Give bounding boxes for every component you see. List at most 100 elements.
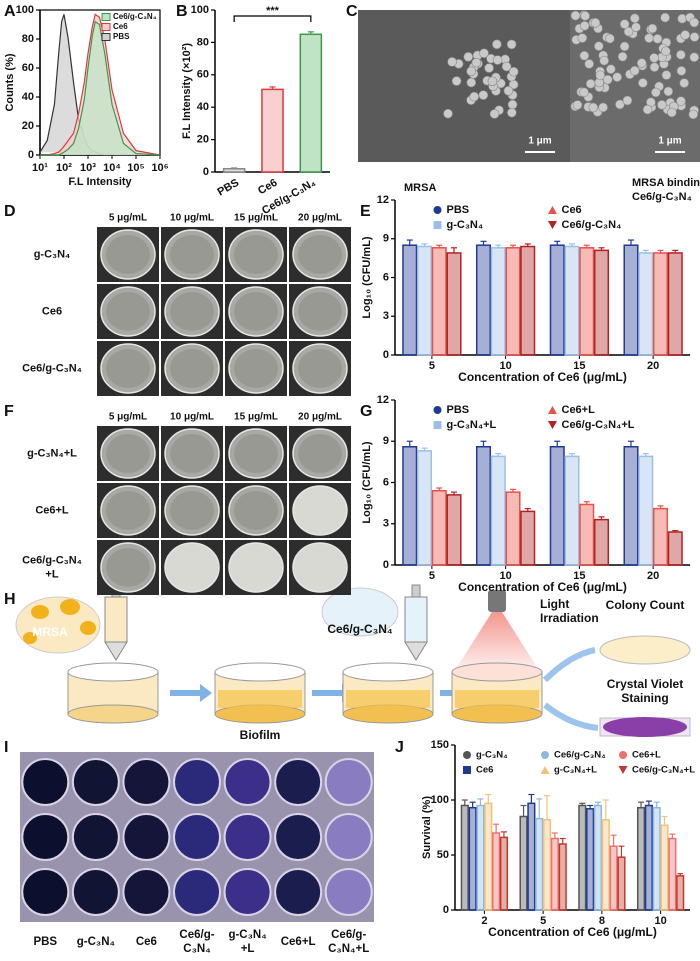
- bar: [660, 824, 669, 911]
- well: [274, 868, 323, 916]
- x-tick-label: 10: [500, 570, 512, 582]
- bacterium: [602, 74, 613, 85]
- bar: [484, 802, 493, 911]
- bar: [636, 806, 646, 911]
- legend-marker: [548, 421, 557, 429]
- bacterium: [579, 50, 590, 61]
- well: [21, 813, 70, 861]
- bacterium: [631, 22, 641, 33]
- bacterium: [507, 107, 517, 118]
- x-axis-label: Concentration of Ce6 (μg/mL): [458, 370, 627, 384]
- legend-label: PBS: [447, 204, 470, 216]
- bar: [460, 804, 469, 911]
- legend-label: g-C₃N₄: [447, 219, 484, 231]
- x-axis-label: Concentration of Ce6 (μg/mL): [488, 925, 657, 939]
- x-axis-label: Concentration of Ce6 (μg/mL): [458, 580, 627, 594]
- legend-marker: [433, 206, 442, 214]
- well: [274, 758, 323, 806]
- bar: [416, 450, 433, 566]
- legend-label: Ce6/g-C₃N₄: [562, 219, 622, 231]
- cell: [23, 632, 37, 644]
- bar: [667, 531, 683, 566]
- arrow: [543, 702, 599, 731]
- x-tick-label: PBS: [216, 177, 242, 199]
- light-beam: [454, 612, 540, 672]
- bacterium: [588, 102, 599, 113]
- legend-marker: [548, 406, 557, 414]
- bar: [402, 446, 418, 566]
- bacterium: [579, 87, 589, 98]
- y-tick-label: 50: [437, 849, 449, 861]
- panel-label: A: [4, 3, 16, 20]
- crystal-violet: [603, 717, 687, 737]
- bacterium: [677, 13, 687, 24]
- legend-label: Ce6: [562, 204, 582, 216]
- bar: [549, 446, 565, 566]
- bar: [593, 518, 610, 566]
- schematic: [15, 584, 691, 737]
- bacterium: [508, 66, 519, 77]
- bacterium: [689, 32, 700, 42]
- bar: [431, 247, 447, 356]
- colony-dish: [599, 635, 691, 665]
- bacterium: [447, 57, 457, 67]
- schematic-label: Irradiation: [540, 611, 599, 625]
- bar: [490, 455, 506, 566]
- bacterium: [507, 99, 518, 110]
- row-label: g-C₃N₄+L: [27, 447, 77, 459]
- legend-marker: [463, 766, 471, 774]
- bar: [505, 491, 521, 566]
- legend-label: Ce6/g-C₃N₄+L: [562, 419, 635, 431]
- bacterium: [594, 41, 604, 51]
- bar: [416, 245, 433, 356]
- bacterium: [585, 78, 596, 89]
- y-tick-label: 150: [431, 739, 449, 751]
- schematic-label: MRSA: [32, 625, 68, 639]
- well: [223, 813, 272, 861]
- x-tick-label: 8: [599, 915, 605, 927]
- legend-label: PBS: [447, 404, 470, 416]
- column-label: 10 μg/mL: [170, 412, 214, 423]
- y-tick-label: 0: [383, 349, 389, 361]
- bar: [535, 817, 544, 911]
- legend-marker: [433, 421, 442, 429]
- beaker: [67, 662, 159, 724]
- bacterium: [471, 57, 482, 68]
- bacterium: [469, 91, 479, 102]
- y-tick-label: 80: [22, 33, 34, 45]
- well-label: C₃N₄+L: [328, 943, 369, 955]
- well: [324, 868, 373, 916]
- panel-label: B: [176, 3, 188, 20]
- bar: [667, 252, 683, 356]
- y-tick-label: 9: [383, 233, 389, 245]
- y-tick-label: 0: [203, 166, 209, 178]
- well: [173, 868, 221, 916]
- bacterium: [487, 76, 498, 87]
- schematic-label: Staining: [621, 691, 668, 705]
- bacterium: [642, 104, 653, 115]
- bacterium: [584, 59, 595, 69]
- bacterium: [638, 78, 648, 88]
- x-tick-label: 15: [573, 360, 585, 372]
- legend-label: Ce6: [476, 765, 493, 776]
- x-tick-label: Ce6: [256, 177, 279, 197]
- bacterium: [478, 90, 489, 100]
- bacterium: [661, 46, 671, 57]
- schematic-label: Ce6/g-C₃N₄: [327, 622, 393, 636]
- legend-label: Ce6+L: [562, 404, 596, 416]
- bacterium: [506, 39, 517, 50]
- well-label: Ce6+L: [281, 936, 316, 948]
- bacterium: [577, 33, 588, 43]
- bar: [609, 845, 618, 911]
- y-tick-label: 6: [383, 271, 389, 283]
- bar: [475, 446, 492, 566]
- row-label: Ce6/g-C₃N₄: [22, 554, 82, 566]
- bacterium: [595, 70, 606, 81]
- bacterium: [623, 26, 634, 37]
- lamp: [488, 590, 506, 612]
- y-tick-label: 12: [377, 194, 389, 206]
- bacterium: [606, 64, 616, 74]
- y-tick-label: 20: [22, 120, 34, 132]
- legend-label: g-C₃N₄+L: [554, 765, 597, 776]
- x-tick-label: 5: [429, 570, 435, 582]
